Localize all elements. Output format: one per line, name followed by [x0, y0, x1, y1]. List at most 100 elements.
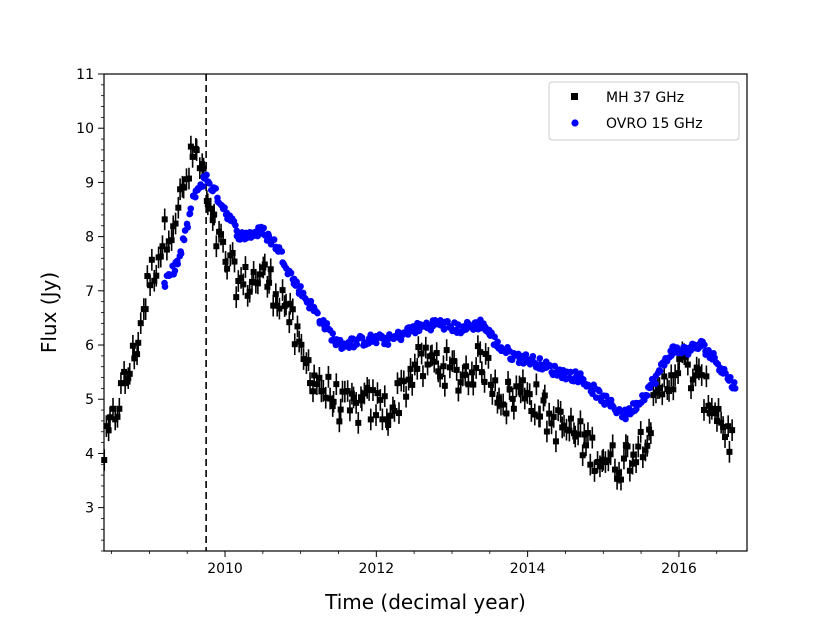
- data-point-mh: [684, 361, 691, 368]
- data-point-mh: [510, 405, 517, 412]
- data-point-mh: [325, 373, 332, 380]
- data-point-mh: [659, 391, 666, 398]
- data-point-ovro: [596, 387, 603, 395]
- data-point-mh: [579, 452, 586, 459]
- data-point-mh: [337, 406, 344, 413]
- data-point-mh: [446, 364, 453, 371]
- data-point-mh: [220, 238, 227, 245]
- data-point-ovro: [656, 367, 664, 375]
- data-point-mh: [505, 378, 512, 385]
- data-point-ovro: [643, 392, 651, 399]
- data-point-mh: [159, 243, 166, 250]
- data-point-mh: [379, 416, 386, 423]
- legend-label-mh-37-ghz: MH 37 GHz: [606, 90, 684, 106]
- legend: MH 37 GHz OVRO 15 GHz: [548, 81, 740, 141]
- data-point-mh: [485, 354, 492, 361]
- data-point-mh: [168, 237, 175, 244]
- data-point-mh: [203, 197, 210, 204]
- data-point-mh: [546, 410, 553, 417]
- data-point-mh: [254, 280, 261, 287]
- data-point-mh: [270, 302, 277, 309]
- data-point-ovro: [314, 309, 321, 317]
- data-point-mh: [103, 423, 110, 430]
- data-point-mh: [283, 301, 290, 308]
- y-tick-label: 8: [85, 230, 94, 246]
- data-point-mh: [468, 369, 475, 376]
- data-point-mh: [272, 291, 279, 298]
- plot-area: [101, 74, 739, 551]
- data-point-ovro: [199, 183, 207, 190]
- data-point-ovro: [384, 341, 392, 348]
- data-point-mh: [309, 388, 316, 395]
- data-point-mh: [575, 431, 582, 438]
- data-point-mh: [698, 372, 705, 379]
- data-point-ovro: [572, 368, 579, 375]
- data-point-ovro: [353, 341, 361, 348]
- data-point-mh: [117, 380, 124, 387]
- data-point-mh: [533, 381, 540, 388]
- data-point-mh: [367, 416, 374, 423]
- data-point-mh: [381, 393, 388, 400]
- data-point-mh: [361, 390, 368, 397]
- data-point-mh: [433, 350, 440, 357]
- data-point-mh: [256, 271, 263, 278]
- data-point-mh: [387, 412, 394, 419]
- data-point-ovro: [278, 248, 286, 255]
- data-point-mh: [250, 268, 257, 275]
- data-point-mh: [151, 277, 158, 284]
- data-point-mh: [114, 413, 121, 420]
- data-point-mh: [147, 282, 154, 289]
- data-point-mh: [357, 394, 364, 401]
- data-point-ovro: [551, 362, 559, 370]
- data-point-mh: [440, 363, 447, 370]
- data-point-mh: [594, 458, 601, 465]
- data-point-mh: [276, 305, 283, 312]
- data-point-mh: [289, 306, 296, 313]
- data-point-mh: [395, 410, 402, 417]
- data-point-mh: [644, 442, 651, 449]
- data-point-mh: [267, 266, 274, 273]
- data-point-mh: [584, 430, 591, 437]
- data-point-mh: [540, 397, 547, 404]
- x-tick-label: 2010: [207, 561, 243, 577]
- data-point-mh: [287, 300, 294, 307]
- data-point-mh: [296, 338, 303, 345]
- data-point-mh: [706, 409, 713, 416]
- data-point-mh: [431, 358, 438, 365]
- data-point-mh: [624, 443, 631, 450]
- data-point-mh: [689, 376, 696, 383]
- data-point-mh: [311, 372, 318, 379]
- data-point-mh: [587, 461, 594, 468]
- data-point-mh: [506, 386, 513, 393]
- y-tick-label: 9: [85, 175, 94, 191]
- data-point-mh: [528, 408, 535, 415]
- data-point-ovro: [444, 317, 451, 325]
- data-point-ovro: [730, 379, 738, 386]
- data-point-mh: [261, 261, 268, 268]
- data-point-mh: [591, 467, 598, 474]
- data-point-mh: [652, 389, 659, 396]
- legend-marker-mh-37-ghz: [571, 93, 578, 100]
- data-point-mh: [503, 410, 510, 417]
- data-point-mh: [142, 306, 149, 313]
- data-point-mh: [366, 387, 373, 394]
- data-point-ovro: [180, 236, 188, 244]
- data-point-mh: [233, 294, 240, 301]
- data-point-mh: [291, 341, 298, 348]
- data-point-mh: [224, 265, 231, 272]
- data-point-ovro: [184, 224, 191, 231]
- data-point-mh: [626, 467, 633, 474]
- data-point-ovro: [494, 338, 501, 346]
- data-point-mh: [187, 143, 194, 150]
- data-point-mh: [718, 419, 725, 426]
- data-point-ovro: [622, 415, 629, 423]
- data-point-mh: [494, 399, 501, 406]
- data-point-mh: [405, 376, 412, 383]
- data-point-mh: [199, 161, 206, 168]
- data-point-mh: [607, 451, 614, 458]
- data-point-ovro: [206, 180, 213, 187]
- data-point-mh: [348, 390, 355, 397]
- data-point-mh: [582, 442, 589, 449]
- data-point-mh: [566, 427, 573, 434]
- data-point-mh: [605, 457, 612, 464]
